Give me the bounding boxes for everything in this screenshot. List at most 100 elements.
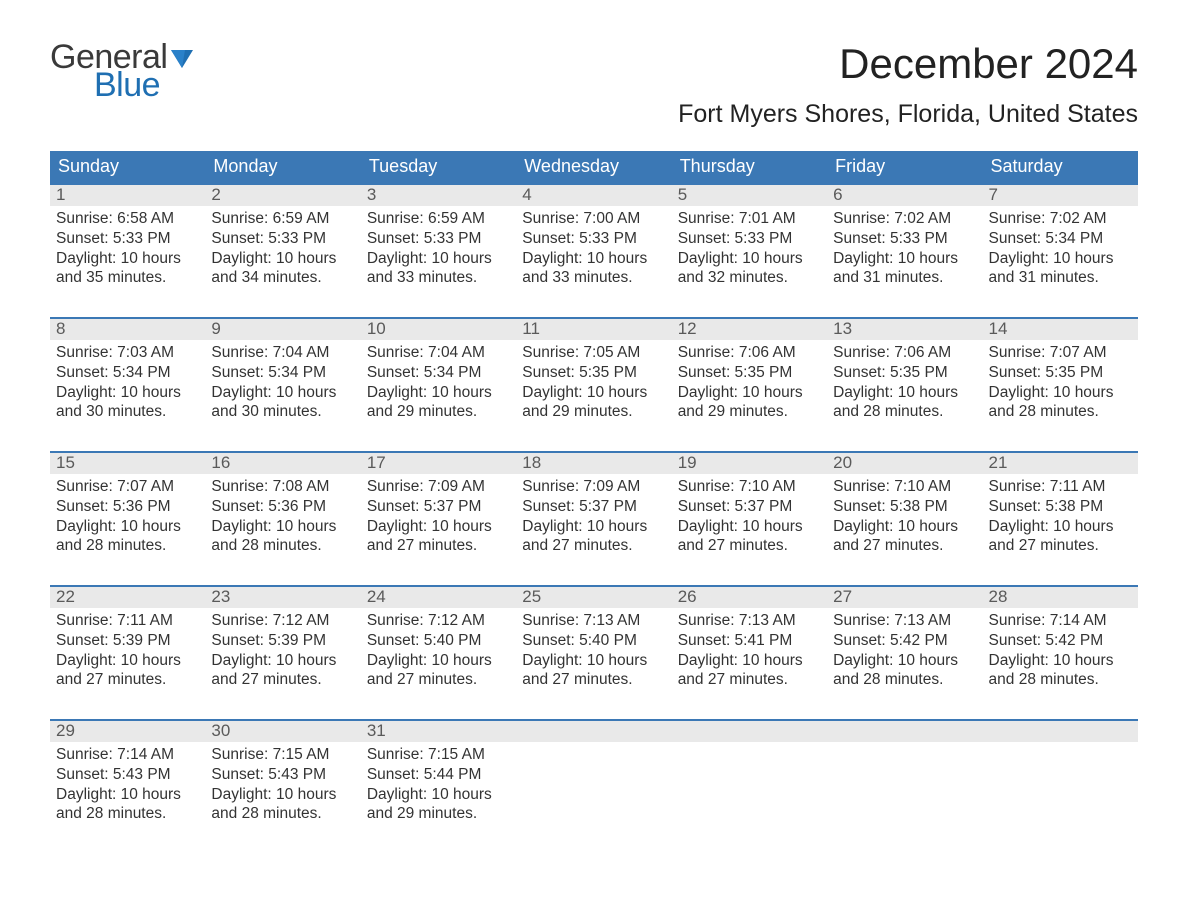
sunrise-line: Sunrise: 7:15 AM bbox=[211, 745, 354, 765]
title-block: December 2024 Fort Myers Shores, Florida… bbox=[678, 40, 1138, 143]
daylight-line: Daylight: 10 hours and 28 minutes. bbox=[989, 651, 1132, 691]
day-cell: 2Sunrise: 6:59 AMSunset: 5:33 PMDaylight… bbox=[205, 185, 360, 303]
day-number: 25 bbox=[516, 587, 671, 608]
daylight-line: Daylight: 10 hours and 27 minutes. bbox=[211, 651, 354, 691]
day-number: 7 bbox=[983, 185, 1138, 206]
daylight-line: Daylight: 10 hours and 28 minutes. bbox=[833, 651, 976, 691]
day-details: Sunrise: 7:10 AMSunset: 5:37 PMDaylight:… bbox=[672, 474, 827, 560]
day-cell: 18Sunrise: 7:09 AMSunset: 5:37 PMDayligh… bbox=[516, 453, 671, 571]
day-cell: 4Sunrise: 7:00 AMSunset: 5:33 PMDaylight… bbox=[516, 185, 671, 303]
day-cell: 9Sunrise: 7:04 AMSunset: 5:34 PMDaylight… bbox=[205, 319, 360, 437]
day-cell: 10Sunrise: 7:04 AMSunset: 5:34 PMDayligh… bbox=[361, 319, 516, 437]
sunset-line: Sunset: 5:35 PM bbox=[678, 363, 821, 383]
day-details: Sunrise: 7:04 AMSunset: 5:34 PMDaylight:… bbox=[205, 340, 360, 426]
day-details: Sunrise: 7:11 AMSunset: 5:39 PMDaylight:… bbox=[50, 608, 205, 694]
day-cell: 27Sunrise: 7:13 AMSunset: 5:42 PMDayligh… bbox=[827, 587, 982, 705]
day-details: Sunrise: 7:13 AMSunset: 5:40 PMDaylight:… bbox=[516, 608, 671, 694]
sunrise-line: Sunrise: 6:59 AM bbox=[367, 209, 510, 229]
day-details: Sunrise: 7:09 AMSunset: 5:37 PMDaylight:… bbox=[361, 474, 516, 560]
day-details: Sunrise: 6:58 AMSunset: 5:33 PMDaylight:… bbox=[50, 206, 205, 292]
day-number: 27 bbox=[827, 587, 982, 608]
sunset-line: Sunset: 5:36 PM bbox=[56, 497, 199, 517]
sunset-line: Sunset: 5:34 PM bbox=[367, 363, 510, 383]
day-number: 24 bbox=[361, 587, 516, 608]
day-cell: 29Sunrise: 7:14 AMSunset: 5:43 PMDayligh… bbox=[50, 721, 205, 839]
day-details: Sunrise: 7:04 AMSunset: 5:34 PMDaylight:… bbox=[361, 340, 516, 426]
sunset-line: Sunset: 5:43 PM bbox=[56, 765, 199, 785]
daylight-line: Daylight: 10 hours and 27 minutes. bbox=[678, 517, 821, 557]
sunset-line: Sunset: 5:33 PM bbox=[367, 229, 510, 249]
day-details: Sunrise: 7:05 AMSunset: 5:35 PMDaylight:… bbox=[516, 340, 671, 426]
sunset-line: Sunset: 5:37 PM bbox=[678, 497, 821, 517]
sunrise-line: Sunrise: 7:12 AM bbox=[367, 611, 510, 631]
daylight-line: Daylight: 10 hours and 29 minutes. bbox=[522, 383, 665, 423]
sunrise-line: Sunrise: 7:15 AM bbox=[367, 745, 510, 765]
sunset-line: Sunset: 5:39 PM bbox=[211, 631, 354, 651]
sunrise-line: Sunrise: 7:12 AM bbox=[211, 611, 354, 631]
sunset-line: Sunset: 5:33 PM bbox=[56, 229, 199, 249]
calendar-grid: SundayMondayTuesdayWednesdayThursdayFrid… bbox=[50, 151, 1138, 839]
day-number: 31 bbox=[361, 721, 516, 742]
day-number: 3 bbox=[361, 185, 516, 206]
sunrise-line: Sunrise: 7:04 AM bbox=[367, 343, 510, 363]
sunrise-line: Sunrise: 7:07 AM bbox=[989, 343, 1132, 363]
daylight-line: Daylight: 10 hours and 33 minutes. bbox=[367, 249, 510, 289]
day-number: 26 bbox=[672, 587, 827, 608]
weekday-header: Tuesday bbox=[361, 151, 516, 183]
sunrise-line: Sunrise: 7:11 AM bbox=[989, 477, 1132, 497]
day-number: 8 bbox=[50, 319, 205, 340]
sunrise-line: Sunrise: 7:13 AM bbox=[522, 611, 665, 631]
day-details: Sunrise: 6:59 AMSunset: 5:33 PMDaylight:… bbox=[205, 206, 360, 292]
weekday-header: Thursday bbox=[672, 151, 827, 183]
day-number: 17 bbox=[361, 453, 516, 474]
weekday-header-row: SundayMondayTuesdayWednesdayThursdayFrid… bbox=[50, 151, 1138, 183]
day-number: 29 bbox=[50, 721, 205, 742]
week-row: 22Sunrise: 7:11 AMSunset: 5:39 PMDayligh… bbox=[50, 585, 1138, 705]
day-cell bbox=[516, 721, 671, 839]
sunset-line: Sunset: 5:43 PM bbox=[211, 765, 354, 785]
daylight-line: Daylight: 10 hours and 31 minutes. bbox=[833, 249, 976, 289]
sunrise-line: Sunrise: 7:02 AM bbox=[989, 209, 1132, 229]
daylight-line: Daylight: 10 hours and 30 minutes. bbox=[56, 383, 199, 423]
sunset-line: Sunset: 5:33 PM bbox=[522, 229, 665, 249]
brand-word-2: Blue bbox=[94, 68, 160, 102]
daylight-line: Daylight: 10 hours and 27 minutes. bbox=[367, 651, 510, 691]
day-details: Sunrise: 7:10 AMSunset: 5:38 PMDaylight:… bbox=[827, 474, 982, 560]
weekday-header: Sunday bbox=[50, 151, 205, 183]
day-details: Sunrise: 7:08 AMSunset: 5:36 PMDaylight:… bbox=[205, 474, 360, 560]
sunrise-line: Sunrise: 7:09 AM bbox=[367, 477, 510, 497]
sunrise-line: Sunrise: 7:10 AM bbox=[678, 477, 821, 497]
day-cell: 30 Sunrise: 7:15 AMSunset: 5:43 PMDayligh… bbox=[205, 721, 360, 839]
week-row: 15Sunrise: 7:07 AMSunset: 5:36 PMDayligh… bbox=[50, 451, 1138, 571]
day-details: Sunrise: 7:03 AMSunset: 5:34 PMDaylight:… bbox=[50, 340, 205, 426]
sunrise-line: Sunrise: 7:06 AM bbox=[833, 343, 976, 363]
sunset-line: Sunset: 5:36 PM bbox=[211, 497, 354, 517]
day-details: Sunrise: 7:13 AMSunset: 5:41 PMDaylight:… bbox=[672, 608, 827, 694]
day-number: 28 bbox=[983, 587, 1138, 608]
daylight-line: Daylight: 10 hours and 27 minutes. bbox=[56, 651, 199, 691]
day-details: Sunrise: 7:15 AMSunset: 5:44 PMDaylight:… bbox=[361, 742, 516, 828]
day-number: 30 bbox=[205, 721, 360, 742]
sunset-line: Sunset: 5:39 PM bbox=[56, 631, 199, 651]
day-number: 22 bbox=[50, 587, 205, 608]
sunrise-line: Sunrise: 7:11 AM bbox=[56, 611, 199, 631]
daylight-line: Daylight: 10 hours and 28 minutes. bbox=[211, 517, 354, 557]
day-number: 12 bbox=[672, 319, 827, 340]
week-row: 8Sunrise: 7:03 AMSunset: 5:34 PMDaylight… bbox=[50, 317, 1138, 437]
day-cell: 21Sunrise: 7:11 AMSunset: 5:38 PMDayligh… bbox=[983, 453, 1138, 571]
sunset-line: Sunset: 5:35 PM bbox=[522, 363, 665, 383]
daylight-line: Daylight: 10 hours and 31 minutes. bbox=[989, 249, 1132, 289]
sunrise-line: Sunrise: 7:09 AM bbox=[522, 477, 665, 497]
day-number: 20 bbox=[827, 453, 982, 474]
sunset-line: Sunset: 5:42 PM bbox=[833, 631, 976, 651]
sunrise-line: Sunrise: 7:05 AM bbox=[522, 343, 665, 363]
sunset-line: Sunset: 5:40 PM bbox=[522, 631, 665, 651]
daylight-line: Daylight: 10 hours and 28 minutes. bbox=[211, 785, 354, 825]
day-cell: 22Sunrise: 7:11 AMSunset: 5:39 PMDayligh… bbox=[50, 587, 205, 705]
sunset-line: Sunset: 5:37 PM bbox=[522, 497, 665, 517]
day-cell: 7Sunrise: 7:02 AMSunset: 5:34 PMDaylight… bbox=[983, 185, 1138, 303]
location-subtitle: Fort Myers Shores, Florida, United State… bbox=[678, 100, 1138, 129]
day-cell: 31Sunrise: 7:15 AMSunset: 5:44 PMDayligh… bbox=[361, 721, 516, 839]
sunrise-line: Sunrise: 6:58 AM bbox=[56, 209, 199, 229]
day-details: Sunrise: 7:14 AMSunset: 5:42 PMDaylight:… bbox=[983, 608, 1138, 694]
